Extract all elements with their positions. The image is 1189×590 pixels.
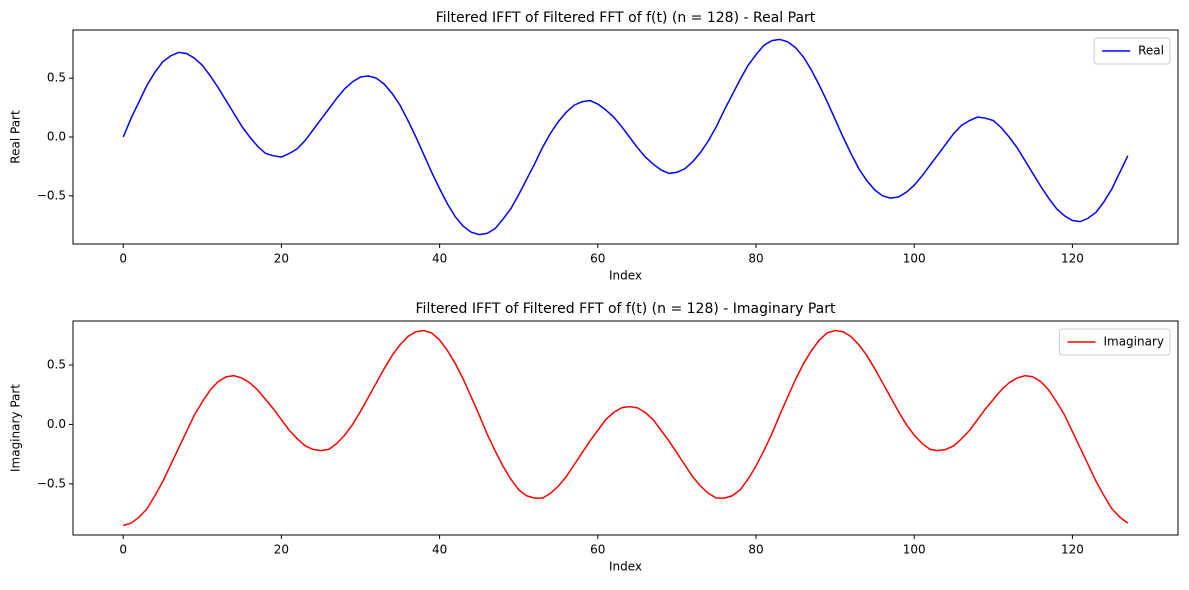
x-tick-label: 100 [903, 252, 926, 266]
subplot: Filtered IFFT of Filtered FFT of f(t) (n… [9, 301, 1179, 574]
subplot: Filtered IFFT of Filtered FFT of f(t) (n… [9, 10, 1179, 283]
x-tick-label: 0 [119, 252, 127, 266]
x-tick-label: 80 [748, 252, 763, 266]
legend-label: Imaginary [1103, 335, 1164, 349]
legend-box [1093, 37, 1171, 65]
y-tick-label: 0.5 [47, 71, 66, 85]
y-tick-label: 0.0 [47, 417, 66, 431]
y-tick-label: −0.5 [37, 188, 66, 202]
x-tick-label: 80 [748, 543, 763, 557]
x-tick-label: 60 [590, 252, 605, 266]
legend-label: Real [1138, 44, 1164, 58]
x-tick-label: 60 [590, 543, 605, 557]
legend-box [1058, 328, 1171, 356]
x-tick-label: 100 [903, 543, 926, 557]
chart-title: Filtered IFFT of Filtered FFT of f(t) (n… [436, 10, 816, 26]
x-tick-label: 120 [1061, 252, 1084, 266]
y-axis-label: Imaginary Part [9, 384, 23, 472]
x-tick-label: 40 [432, 543, 447, 557]
x-tick-label: 0 [119, 543, 127, 557]
y-axis-label: Real Part [9, 110, 23, 164]
x-tick-label: 120 [1061, 543, 1084, 557]
data-line [123, 329, 1129, 527]
axes-frame [72, 320, 1179, 536]
x-tick-label: 40 [432, 252, 447, 266]
chart-title: Filtered IFFT of Filtered FFT of f(t) (n… [416, 301, 836, 317]
x-axis-label: Index [609, 560, 642, 574]
x-tick-label: 20 [274, 543, 289, 557]
x-tick-label: 20 [274, 252, 289, 266]
x-axis-label: Index [609, 269, 642, 283]
y-tick-label: 0.5 [47, 357, 66, 371]
y-tick-label: 0.0 [47, 130, 66, 144]
legend: Imaginary [1058, 328, 1171, 356]
legend: Real [1093, 37, 1171, 65]
axes-frame [72, 29, 1179, 245]
y-tick-label: −0.5 [37, 476, 66, 490]
data-line [122, 38, 1129, 236]
